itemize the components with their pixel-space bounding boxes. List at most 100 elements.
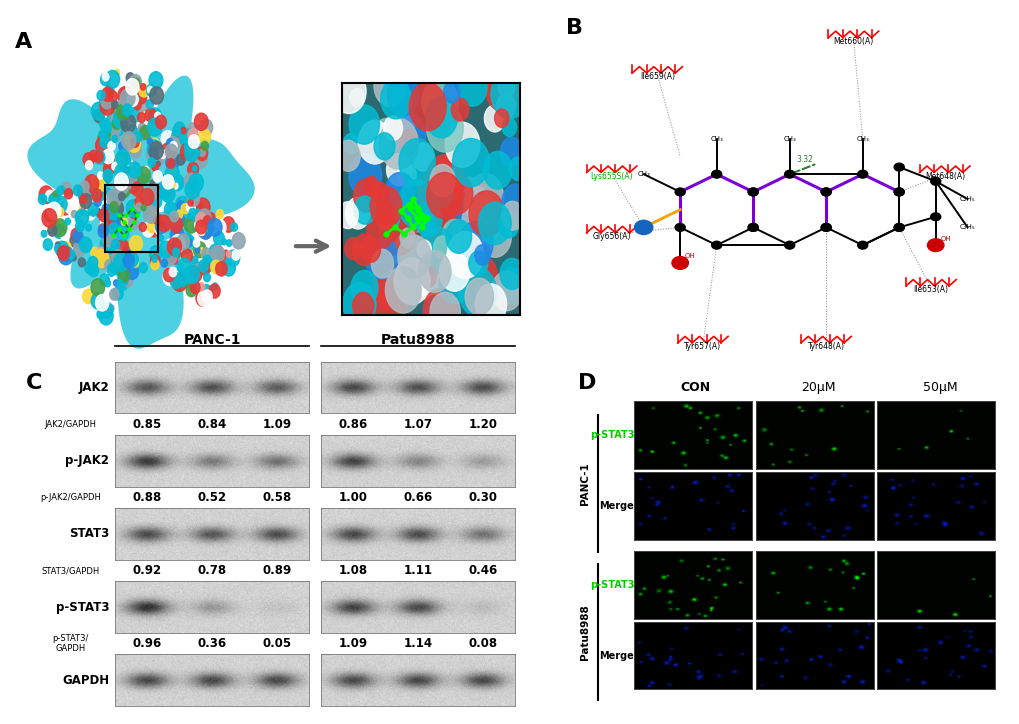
- Circle shape: [212, 283, 217, 290]
- Point: [378, 228, 394, 240]
- Circle shape: [116, 150, 129, 167]
- Circle shape: [141, 205, 146, 211]
- Circle shape: [92, 189, 102, 202]
- Circle shape: [173, 222, 182, 234]
- Circle shape: [108, 265, 112, 271]
- Circle shape: [173, 130, 179, 138]
- Text: p-STAT3/
GAPDH: p-STAT3/ GAPDH: [52, 634, 89, 653]
- Circle shape: [231, 250, 239, 260]
- Circle shape: [161, 259, 167, 267]
- Circle shape: [474, 245, 490, 265]
- Circle shape: [55, 242, 60, 248]
- Circle shape: [459, 222, 492, 266]
- Circle shape: [350, 88, 364, 107]
- Text: 1.09: 1.09: [338, 637, 368, 650]
- Text: Met648(A): Met648(A): [924, 172, 964, 180]
- Circle shape: [380, 79, 411, 119]
- Circle shape: [161, 130, 174, 148]
- Circle shape: [337, 202, 358, 229]
- Circle shape: [172, 273, 186, 292]
- Circle shape: [128, 217, 139, 230]
- Circle shape: [138, 112, 146, 122]
- Circle shape: [94, 151, 103, 162]
- Circle shape: [125, 78, 139, 95]
- Circle shape: [857, 241, 867, 249]
- Circle shape: [101, 302, 113, 318]
- Circle shape: [110, 288, 119, 300]
- Circle shape: [158, 157, 164, 165]
- Circle shape: [784, 170, 794, 178]
- Text: CH₃: CH₃: [783, 135, 795, 142]
- Circle shape: [125, 251, 139, 267]
- Circle shape: [149, 72, 163, 89]
- Circle shape: [440, 173, 473, 214]
- Circle shape: [385, 266, 421, 313]
- Circle shape: [101, 188, 112, 203]
- Point: [110, 210, 126, 222]
- Text: D: D: [578, 373, 596, 393]
- Circle shape: [52, 190, 61, 201]
- Circle shape: [99, 192, 105, 201]
- Circle shape: [148, 118, 162, 136]
- Circle shape: [167, 271, 180, 286]
- Circle shape: [67, 195, 79, 210]
- Circle shape: [139, 123, 146, 132]
- Text: Merge: Merge: [599, 501, 634, 510]
- Circle shape: [71, 211, 77, 218]
- Circle shape: [195, 221, 201, 229]
- Circle shape: [116, 104, 128, 120]
- Text: C: C: [25, 373, 42, 393]
- Circle shape: [111, 240, 119, 251]
- Text: Ile653(A): Ile653(A): [913, 285, 948, 294]
- Circle shape: [140, 167, 148, 176]
- Circle shape: [179, 275, 186, 284]
- Circle shape: [73, 241, 86, 257]
- Circle shape: [165, 144, 177, 159]
- Circle shape: [894, 188, 904, 195]
- Circle shape: [176, 278, 180, 283]
- Circle shape: [675, 224, 685, 232]
- Circle shape: [464, 186, 489, 220]
- Circle shape: [181, 233, 193, 248]
- Circle shape: [152, 163, 158, 171]
- Circle shape: [198, 283, 205, 291]
- Circle shape: [110, 256, 119, 269]
- Circle shape: [184, 140, 194, 153]
- Circle shape: [81, 201, 93, 216]
- Circle shape: [164, 202, 176, 217]
- Circle shape: [748, 188, 757, 195]
- Circle shape: [114, 70, 119, 75]
- Circle shape: [672, 256, 688, 269]
- Point: [399, 212, 416, 224]
- Circle shape: [47, 202, 61, 219]
- Circle shape: [226, 250, 239, 266]
- Circle shape: [139, 222, 146, 232]
- Circle shape: [45, 215, 58, 231]
- Circle shape: [485, 67, 520, 111]
- Circle shape: [206, 213, 215, 224]
- Circle shape: [172, 213, 184, 228]
- Circle shape: [232, 232, 245, 249]
- Circle shape: [129, 160, 136, 168]
- Circle shape: [149, 108, 161, 124]
- Circle shape: [195, 113, 208, 130]
- Circle shape: [175, 196, 190, 214]
- Circle shape: [144, 167, 149, 173]
- Circle shape: [165, 166, 179, 183]
- Point: [123, 203, 140, 214]
- Point: [128, 210, 145, 222]
- Circle shape: [94, 198, 101, 206]
- Circle shape: [181, 249, 193, 263]
- Circle shape: [117, 280, 122, 286]
- Circle shape: [179, 277, 186, 287]
- Circle shape: [211, 274, 222, 288]
- Circle shape: [118, 87, 131, 104]
- Text: 0.52: 0.52: [198, 491, 226, 504]
- Circle shape: [125, 157, 130, 164]
- Circle shape: [120, 281, 127, 290]
- Circle shape: [342, 282, 376, 325]
- Circle shape: [147, 222, 156, 232]
- Circle shape: [110, 123, 117, 132]
- Circle shape: [409, 211, 424, 232]
- Circle shape: [215, 253, 228, 270]
